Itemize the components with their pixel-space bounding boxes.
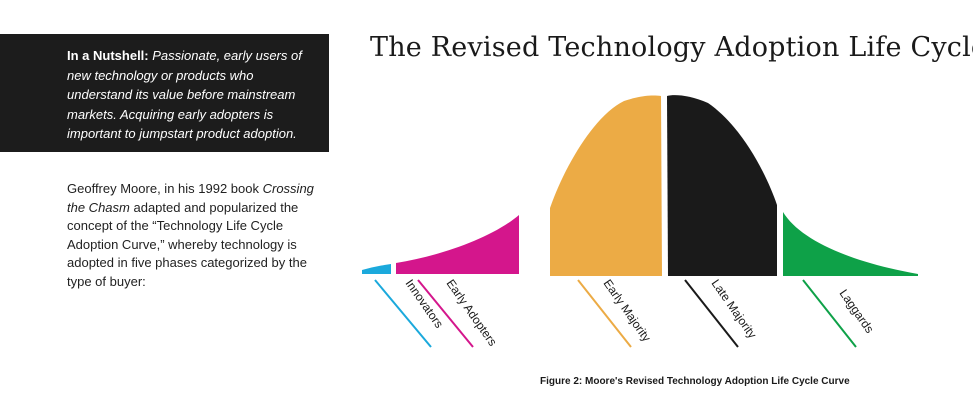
book-title: Crossing the Chasm [67, 181, 314, 215]
laggards-label: Laggards [837, 287, 877, 336]
innovators-segment [362, 264, 391, 274]
intro-text-start: Geoffrey Moore, in his 1992 book [67, 181, 263, 196]
innovators-leader-line [374, 279, 432, 348]
intro-text-end: adapted and popularized the concept of t… [67, 199, 307, 289]
early-majority-label: Early Majority [601, 277, 654, 345]
innovators-label: Innovators [403, 277, 447, 331]
laggards-leader-line [802, 279, 857, 348]
late-majority-label: Late Majority [709, 277, 760, 341]
intro-paragraph: Geoffrey Moore, in his 1992 book Crossin… [67, 180, 332, 291]
early-adopters-leader-line [417, 279, 474, 348]
nutshell-box: In a Nutshell: Passionate, early users o… [0, 34, 329, 152]
page-title: The Revised Technology Adoption Life Cyc… [370, 32, 973, 63]
late-majority-leader-line [684, 279, 739, 348]
late-majority-segment [667, 95, 777, 276]
figure-caption: Figure 2: Moore's Revised Technology Ado… [540, 376, 850, 387]
laggards-segment [783, 212, 918, 276]
early-adopters-segment [396, 215, 519, 274]
early-adopters-label: Early Adopters [444, 277, 500, 349]
nutshell-text: Passionate, early users of new technolog… [67, 48, 302, 141]
early-majority-segment [550, 95, 662, 276]
nutshell-lead: In a Nutshell: [67, 48, 149, 63]
early-majority-leader-line [577, 279, 632, 348]
